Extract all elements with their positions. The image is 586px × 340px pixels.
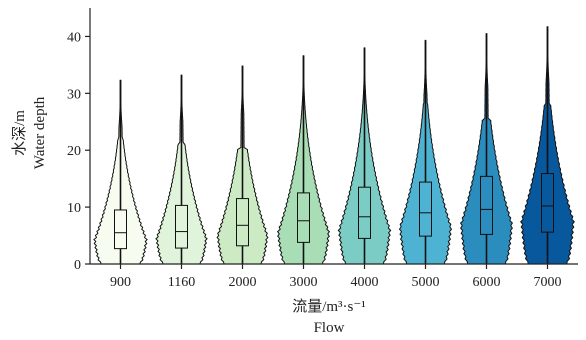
x-tick-label: 5000 <box>412 275 440 290</box>
violin-iqr-box <box>358 186 371 239</box>
y-ticks: 0 10 20 30 40 <box>67 30 90 273</box>
y-tick-label: 30 <box>67 87 81 102</box>
x-ticks: 900 1160 2000 3000 4000 5000 6000 7000 <box>110 264 562 290</box>
violin-iqr-box <box>297 192 310 243</box>
y-tick-label: 20 <box>67 144 81 159</box>
x-tick-label: 6000 <box>473 275 501 290</box>
y-axis-label: 水深/m <box>11 110 28 156</box>
x-tick-label: 2000 <box>229 275 257 290</box>
x-tick-label: 4000 <box>351 275 379 290</box>
y-axis-label-en: Water depth <box>32 96 48 169</box>
x-tick-label: 900 <box>110 275 131 290</box>
violin-iqr-box <box>114 209 127 250</box>
y-tick-label: 10 <box>67 201 81 216</box>
x-axis-label-en: Flow <box>314 320 345 336</box>
x-tick-label: 7000 <box>534 275 562 290</box>
axes: 0 10 20 30 40 900 1160 2000 3000 4000 5000 6000 700… <box>67 8 578 290</box>
y-tick-label: 0 <box>74 258 81 273</box>
x-tick-label: 3000 <box>290 275 318 290</box>
violin-group <box>93 26 575 265</box>
violin-iqr-box <box>480 175 493 235</box>
violin-iqr-box <box>541 173 554 233</box>
x-axis-label: 流量/m³·s⁻¹ <box>292 298 366 315</box>
x-tick-label: 1160 <box>168 275 195 290</box>
y-tick-label: 40 <box>67 30 81 45</box>
violin-iqr-box <box>419 181 432 237</box>
violin-iqr-box <box>236 198 249 247</box>
violin-iqr-box <box>175 204 188 249</box>
